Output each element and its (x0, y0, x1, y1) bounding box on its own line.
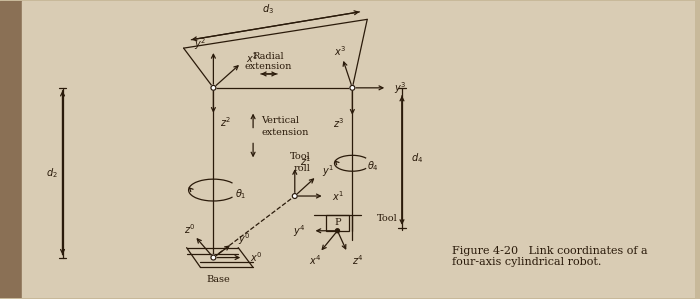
Text: $d_3$: $d_3$ (262, 2, 274, 16)
Text: $d_4$: $d_4$ (411, 151, 423, 165)
Circle shape (211, 255, 216, 260)
Text: $z^0$: $z^0$ (184, 222, 195, 236)
Text: $y^2$: $y^2$ (195, 36, 206, 52)
Text: extension: extension (261, 128, 309, 137)
Text: Tool: Tool (377, 214, 398, 223)
Text: $\theta_1$: $\theta_1$ (235, 187, 247, 201)
Text: P: P (334, 218, 341, 227)
Text: $y^1$: $y^1$ (321, 163, 334, 179)
Text: $z^4$: $z^4$ (352, 254, 364, 267)
Text: $y^0$: $y^0$ (238, 231, 251, 247)
Text: $x^0$: $x^0$ (250, 251, 262, 264)
Text: $z^1$: $z^1$ (300, 154, 311, 168)
Text: Vertical: Vertical (261, 116, 299, 125)
Text: $x^3$: $x^3$ (335, 44, 346, 58)
Circle shape (350, 85, 355, 90)
Text: Radial: Radial (252, 51, 284, 61)
Circle shape (335, 229, 340, 233)
Text: $d_2$: $d_2$ (46, 166, 57, 180)
Text: extension: extension (244, 62, 292, 71)
Circle shape (211, 85, 216, 90)
Text: $x^4$: $x^4$ (309, 254, 322, 267)
Text: roll: roll (294, 164, 311, 173)
Text: $y^4$: $y^4$ (293, 223, 306, 239)
Text: $z^2$: $z^2$ (220, 116, 232, 129)
Text: $y^3$: $y^3$ (394, 80, 406, 96)
Text: $\theta_4$: $\theta_4$ (368, 159, 379, 173)
Text: $x^2$: $x^2$ (246, 51, 258, 65)
Text: Base: Base (206, 275, 230, 284)
Text: Tool: Tool (290, 152, 311, 161)
Text: $x^1$: $x^1$ (332, 189, 344, 203)
Circle shape (293, 193, 297, 199)
Text: Figure 4-20   Link coordinates of a
four-axis cylindrical robot.: Figure 4-20 Link coordinates of a four-a… (452, 246, 648, 268)
Bar (326, 215, 349, 231)
Bar (0, 1, 22, 298)
Text: $z^3$: $z^3$ (333, 117, 344, 130)
